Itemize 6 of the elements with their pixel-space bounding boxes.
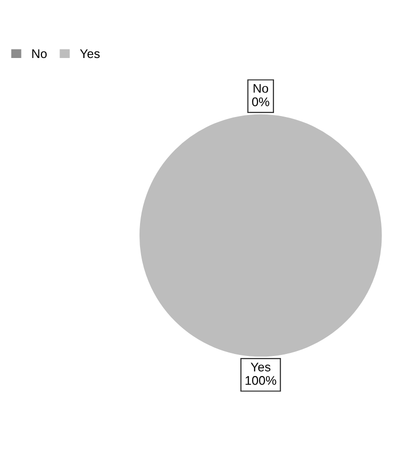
legend-label: Yes <box>80 49 100 58</box>
slice-label: Yes <box>250 362 270 372</box>
legend-label: No <box>32 49 47 58</box>
data-label: 100% <box>246 376 276 385</box>
category-label: No <box>254 84 268 93</box>
text: 0% <box>252 97 270 106</box>
